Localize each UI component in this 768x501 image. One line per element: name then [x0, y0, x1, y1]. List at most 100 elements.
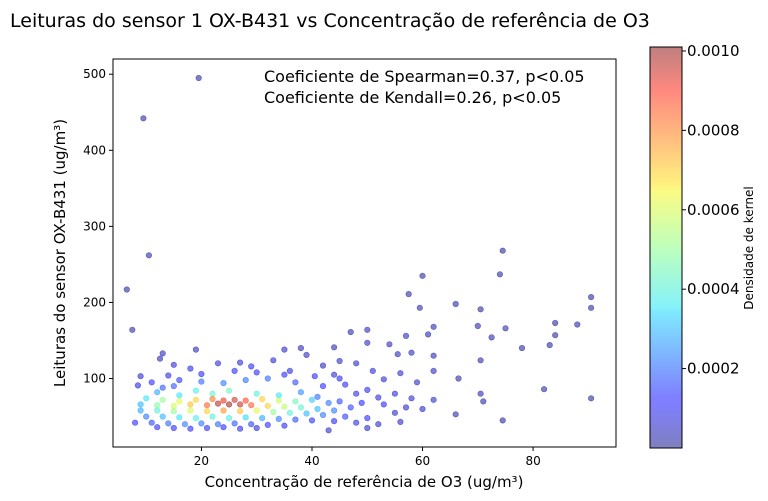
scatter-point: [176, 398, 183, 405]
scatter-point: [187, 365, 194, 372]
scatter-point: [325, 427, 332, 434]
scatter-point: [587, 294, 595, 301]
scatter-point: [192, 396, 199, 403]
scatter-point: [408, 349, 415, 356]
scatter-point: [264, 375, 271, 382]
scatter-point: [159, 413, 166, 420]
scatter-point: [148, 379, 155, 386]
scatter-point: [220, 424, 227, 431]
scatter-point: [308, 396, 316, 403]
scatter-point: [342, 381, 349, 388]
scatter-point: [425, 331, 432, 338]
scatter-point: [159, 396, 166, 403]
scatter-point: [402, 332, 410, 340]
scatter-point: [297, 404, 305, 411]
y-tick-label: 500: [83, 67, 106, 81]
scatter-point: [137, 401, 144, 408]
scatter-point: [342, 413, 349, 420]
scatter-point: [203, 402, 211, 409]
scatter-point: [308, 417, 316, 424]
scatter-point: [297, 345, 305, 352]
scatter-point: [264, 402, 271, 410]
scatter-point: [430, 396, 437, 403]
scatter-point: [364, 339, 371, 346]
scatter-point: [430, 352, 437, 359]
scatter-point: [286, 409, 294, 416]
scatter-point: [226, 401, 233, 408]
spearman-annotation: Coeficiente de Spearman=0.37, p<0.05: [264, 67, 585, 86]
scatter-point: [159, 384, 166, 391]
colorbar-tick-label: 0.0010: [687, 42, 740, 60]
x-tick-label: 20: [194, 454, 209, 468]
scatter-point: [292, 379, 299, 386]
scatter-point: [380, 376, 387, 383]
scatter-point: [170, 408, 177, 415]
scatter-point: [275, 392, 282, 399]
scatter-point: [165, 420, 172, 427]
scatter-point: [231, 396, 238, 403]
scatter-point: [546, 342, 553, 349]
scatter-point: [413, 379, 421, 386]
x-axis-label: Concentração de referência de O3 (ug/m³): [205, 473, 524, 491]
scatter-point: [353, 390, 360, 397]
scatter-point: [209, 396, 216, 403]
colorbar: 0.0002 0.0004 0.0006 0.0008 0.0010 Densidade…: [649, 42, 756, 449]
scatter-point: [220, 380, 227, 387]
scatter-point: [281, 403, 288, 410]
scatter-point: [198, 378, 205, 385]
scatter-point: [187, 407, 194, 414]
scatter-point: [242, 377, 249, 384]
scatter-point: [253, 390, 260, 397]
scatter-point: [145, 252, 152, 259]
scatter-point: [187, 401, 194, 408]
scatter-point: [477, 390, 484, 397]
scatter-point: [477, 306, 484, 313]
scatter-point: [552, 332, 559, 339]
scatter-point: [275, 397, 282, 404]
scatter-point: [248, 402, 255, 409]
scatter-point: [502, 325, 509, 332]
scatter-point: [286, 367, 294, 375]
scatter-point: [165, 372, 172, 379]
scatter-point: [176, 377, 183, 384]
scatter-point: [170, 361, 177, 368]
scatter-point: [176, 414, 183, 421]
y-axis-ticks: 100 200 300 400 500: [83, 67, 113, 386]
scatter-point: [275, 415, 282, 423]
scatter-point: [259, 415, 266, 422]
scatter-point: [319, 411, 327, 419]
scatter-point: [154, 402, 161, 409]
y-axis-label: Leituras do sensor OX-B431 (ug/m³): [51, 119, 69, 387]
scatter-point: [297, 389, 305, 396]
scatter-point: [358, 399, 365, 407]
scatter-point: [237, 408, 244, 415]
scatter-point: [375, 394, 382, 401]
x-tick-label: 80: [525, 454, 540, 468]
kendall-annotation: Coeficiente de Kendall=0.26, p<0.05: [264, 88, 561, 107]
scatter-point: [159, 350, 166, 357]
scatter-point: [574, 321, 581, 328]
scatter-point: [375, 421, 382, 428]
scatter-point: [195, 74, 202, 82]
scatter-point: [231, 367, 238, 375]
scatter-point: [405, 291, 412, 298]
scatter-point: [416, 304, 423, 311]
scatter-point: [552, 319, 559, 327]
scatter-point: [192, 387, 199, 394]
scatter-point: [314, 405, 321, 413]
scatter-point: [132, 419, 139, 426]
scatter-point: [264, 421, 271, 429]
scatter-point: [430, 323, 437, 330]
scatter-point: [220, 397, 227, 404]
scatter-point: [488, 334, 495, 341]
scatter-point: [281, 346, 288, 353]
scatter-point: [303, 351, 310, 359]
scatter-point: [148, 419, 155, 426]
scatter-point: [170, 424, 177, 432]
scatter-point: [319, 362, 327, 369]
scatter-point: [364, 415, 371, 422]
scatter-point: [311, 373, 318, 380]
scatter-point: [364, 424, 371, 432]
scatter-point: [170, 383, 177, 390]
scatter-point: [253, 424, 260, 432]
